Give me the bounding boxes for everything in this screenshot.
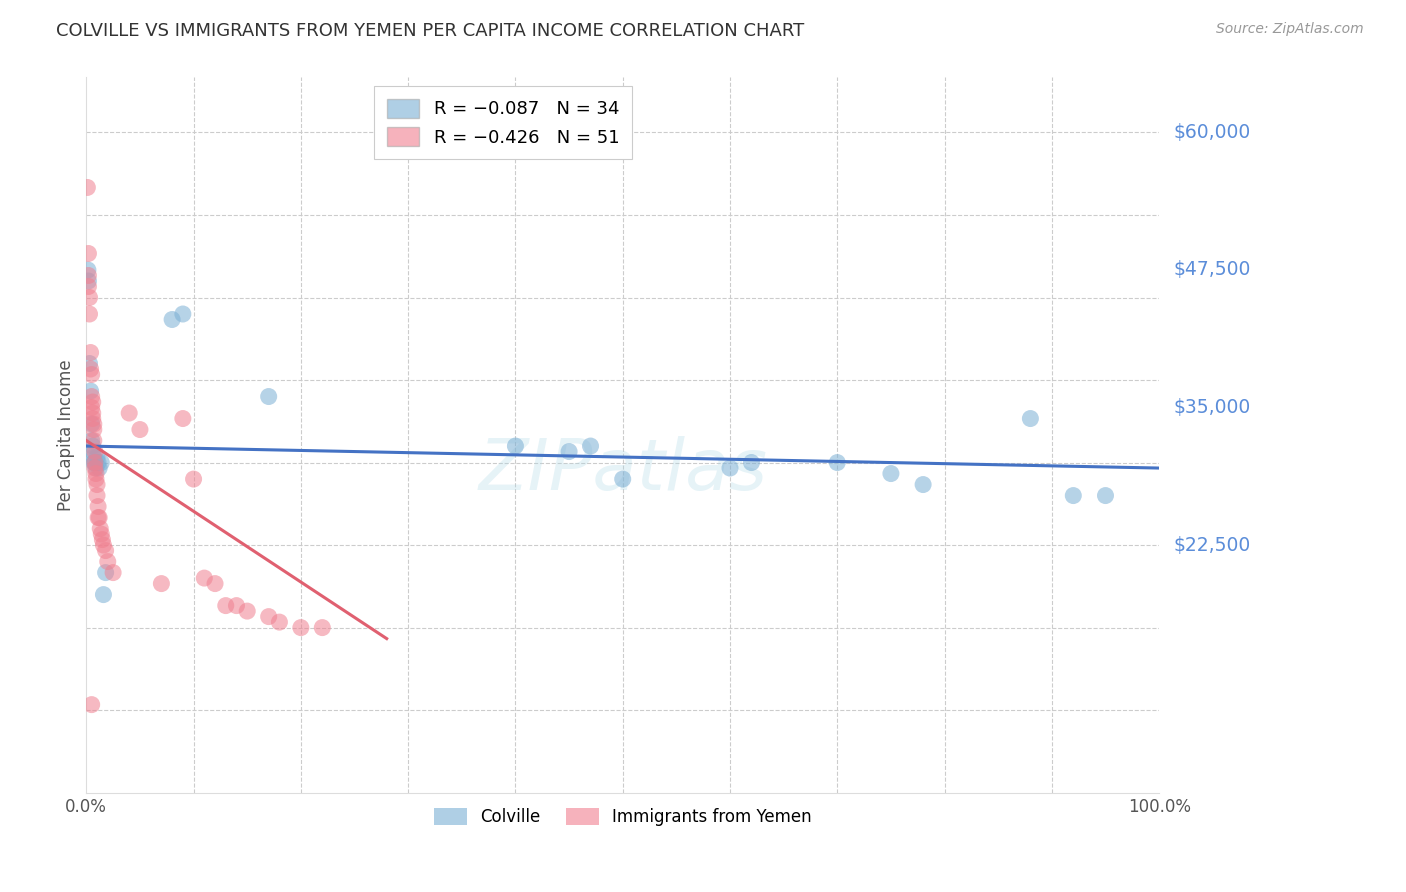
Point: [77, 246, 100, 260]
Point: [94, 566, 117, 580]
Point: [77, 279, 100, 293]
Point: [82, 439, 104, 453]
Point: [79, 307, 101, 321]
Text: ZIPatlas: ZIPatlas: [478, 436, 768, 505]
Point: [83, 434, 105, 448]
Point: [93, 588, 115, 602]
Point: [257, 390, 280, 404]
Point: [79, 357, 101, 371]
Point: [82, 395, 104, 409]
Point: [79, 362, 101, 376]
Point: [77, 268, 100, 283]
Point: [86, 489, 108, 503]
Point: [82, 406, 104, 420]
Point: [90, 456, 112, 470]
Point: [83, 461, 105, 475]
Point: [718, 461, 741, 475]
Point: [101, 566, 124, 580]
Point: [183, 472, 205, 486]
Point: [118, 406, 141, 420]
Point: [80, 390, 103, 404]
Point: [129, 423, 152, 437]
Point: [740, 456, 762, 470]
Point: [79, 345, 101, 359]
Point: [94, 543, 117, 558]
Point: [160, 312, 183, 326]
Text: $60,000: $60,000: [1173, 123, 1250, 142]
Point: [558, 444, 581, 458]
Point: [87, 500, 110, 514]
Point: [80, 434, 103, 448]
Text: $22,500: $22,500: [1173, 535, 1250, 555]
Text: COLVILLE VS IMMIGRANTS FROM YEMEN PER CAPITA INCOME CORRELATION CHART: COLVILLE VS IMMIGRANTS FROM YEMEN PER CA…: [56, 22, 804, 40]
Point: [83, 423, 105, 437]
Point: [204, 576, 226, 591]
Legend: Colville, Immigrants from Yemen: Colville, Immigrants from Yemen: [425, 799, 820, 834]
Point: [80, 417, 103, 431]
Point: [193, 571, 215, 585]
Point: [172, 307, 194, 321]
Text: Source: ZipAtlas.com: Source: ZipAtlas.com: [1216, 22, 1364, 37]
Point: [257, 609, 280, 624]
Point: [236, 604, 259, 618]
Point: [1094, 489, 1116, 503]
Text: $35,000: $35,000: [1173, 398, 1250, 417]
Point: [83, 456, 105, 470]
Point: [90, 527, 112, 541]
Point: [76, 180, 98, 194]
Point: [89, 461, 111, 475]
Point: [87, 510, 110, 524]
Point: [172, 411, 194, 425]
Point: [83, 417, 105, 431]
Point: [89, 510, 111, 524]
Point: [83, 456, 105, 470]
Point: [80, 401, 103, 415]
Point: [84, 461, 107, 475]
Point: [1019, 411, 1042, 425]
Point: [84, 472, 107, 486]
Point: [269, 615, 291, 629]
Point: [912, 477, 935, 491]
Point: [77, 263, 100, 277]
Point: [505, 439, 527, 453]
Point: [225, 599, 247, 613]
Point: [84, 467, 107, 481]
Point: [827, 456, 849, 470]
Point: [83, 444, 105, 458]
Point: [77, 274, 100, 288]
Point: [97, 555, 120, 569]
Point: [1062, 489, 1084, 503]
Point: [80, 368, 103, 382]
Point: [579, 439, 602, 453]
Point: [87, 456, 110, 470]
Point: [86, 450, 108, 464]
Point: [83, 450, 105, 464]
Point: [215, 599, 238, 613]
Point: [83, 456, 105, 470]
Point: [93, 538, 115, 552]
Point: [79, 384, 101, 398]
Point: [82, 411, 104, 425]
Point: [79, 291, 101, 305]
Text: $47,500: $47,500: [1173, 260, 1250, 279]
Point: [89, 522, 111, 536]
Y-axis label: Per Capita Income: Per Capita Income: [58, 359, 75, 511]
Point: [612, 472, 634, 486]
Point: [290, 621, 312, 635]
Point: [86, 477, 108, 491]
Point: [82, 444, 104, 458]
Point: [311, 621, 333, 635]
Point: [880, 467, 903, 481]
Point: [150, 576, 173, 591]
Point: [80, 698, 103, 712]
Point: [91, 533, 114, 547]
